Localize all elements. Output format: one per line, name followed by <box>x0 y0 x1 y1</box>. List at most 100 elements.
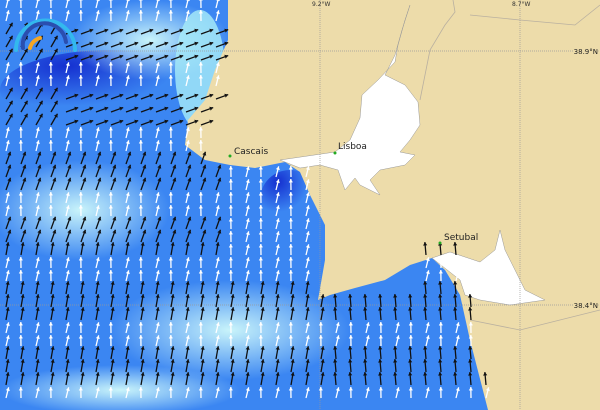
arrow-head <box>155 307 160 311</box>
arrow-head <box>320 346 325 350</box>
arrow-head <box>50 307 55 311</box>
arrow-head <box>65 372 70 376</box>
arrow-head <box>275 270 280 275</box>
place-cascais[interactable]: Cascais <box>234 147 268 157</box>
arrow-head <box>155 281 160 285</box>
place-marker <box>333 151 337 155</box>
arrow-head <box>168 192 173 196</box>
arrow-head <box>209 54 214 59</box>
arrow-head <box>89 54 94 59</box>
arrow-head <box>78 257 83 261</box>
arrow-head <box>258 244 263 248</box>
arrow-head <box>95 242 100 246</box>
arrow-head <box>125 205 130 210</box>
arrow-head <box>78 62 83 66</box>
arrow-head <box>258 231 263 235</box>
arrow-head <box>155 0 160 2</box>
arrow-head <box>48 75 53 79</box>
arrow-head <box>110 307 115 311</box>
arrow-head <box>5 346 10 350</box>
arrow-head <box>35 281 40 285</box>
arrow-head <box>82 229 87 234</box>
arrow-head <box>35 359 40 363</box>
arrow-head <box>48 257 53 261</box>
arrow-head <box>108 205 113 209</box>
arrow-head <box>260 307 265 311</box>
arrow-head <box>453 372 458 376</box>
tagus-estuary <box>279 4 421 196</box>
arrow-head <box>168 335 173 339</box>
arrow-head <box>157 151 162 156</box>
arrow-head <box>119 28 124 33</box>
arrow-head <box>78 205 83 209</box>
arrow-head <box>453 294 458 298</box>
arrow-head <box>108 62 113 66</box>
arrow-head <box>258 166 263 170</box>
arrow-head <box>157 229 162 234</box>
arrow-head <box>290 281 295 285</box>
arrow-head <box>198 322 203 326</box>
arrow-head <box>230 346 235 350</box>
arrow-head <box>217 229 222 234</box>
arrow-head <box>288 257 293 261</box>
arrow-head <box>5 322 10 327</box>
arrow-head <box>119 93 124 98</box>
arrow-head <box>5 140 10 145</box>
arrow-head <box>245 179 250 184</box>
arrow-head <box>48 387 53 391</box>
arrow-head <box>275 218 280 223</box>
arrow-head <box>22 177 27 182</box>
arrow-head <box>275 387 280 392</box>
arrow-head <box>425 387 430 392</box>
arrow-head <box>363 372 368 376</box>
arrow-head <box>305 387 310 392</box>
arrow-head <box>35 335 40 340</box>
arrow-head <box>198 335 203 339</box>
arrow-head <box>65 307 70 311</box>
arrow-head <box>228 244 233 248</box>
ocean-weak-current <box>0 365 240 410</box>
arrow-head <box>378 346 383 350</box>
arrow-head <box>119 119 124 124</box>
arrow-head <box>348 307 353 311</box>
arrow-head <box>245 205 250 210</box>
arrow-head <box>119 41 124 46</box>
arrow-head <box>275 335 280 340</box>
arrow-head <box>48 270 53 274</box>
arrow-head <box>35 270 40 275</box>
arrow-head <box>155 322 160 327</box>
arrow-head <box>305 281 310 285</box>
arrow-head <box>78 322 83 326</box>
arrow-head <box>48 62 53 66</box>
arrow-head <box>20 346 25 350</box>
arrow-head <box>245 231 250 236</box>
arrow-head <box>194 54 199 59</box>
arrow-head <box>318 322 323 326</box>
arrow-head <box>35 75 40 80</box>
arrow-head <box>423 281 428 285</box>
arrow-head <box>275 372 280 376</box>
arrow-head <box>230 359 235 363</box>
arrow-head <box>455 322 460 327</box>
arrow-head <box>155 127 160 132</box>
arrow-head <box>275 257 280 262</box>
arrow-head <box>54 100 58 105</box>
arrow-head <box>168 75 173 79</box>
arrow-head <box>80 307 85 311</box>
arrow-head <box>194 119 199 124</box>
arrow-head <box>18 10 23 14</box>
arrow-head <box>35 307 40 311</box>
arrow-head <box>393 307 398 311</box>
arrow-head <box>155 242 160 246</box>
place-setubal[interactable]: Setubal <box>444 233 478 243</box>
place-lisboa[interactable]: Lisboa <box>338 142 367 152</box>
arrow-head <box>438 387 443 391</box>
arrow-head <box>179 28 184 33</box>
arrow-head <box>108 335 113 339</box>
arrow-head <box>393 294 398 298</box>
arrow-head <box>67 229 72 234</box>
arrow-head <box>9 100 13 105</box>
arrow-head <box>54 113 58 118</box>
